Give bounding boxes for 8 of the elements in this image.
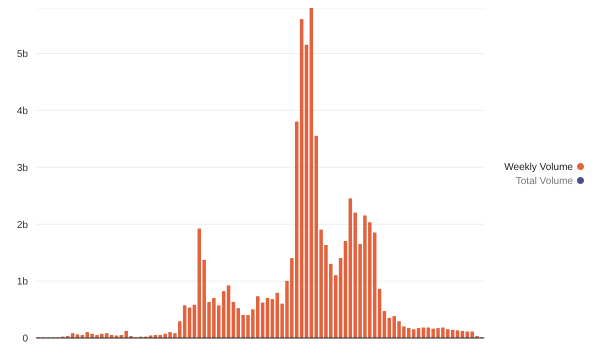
y-tick-label: 2b (16, 220, 28, 231)
legend-label: Weekly Volume (504, 162, 573, 173)
legend-label: Total Volume (516, 176, 573, 187)
y-tick-label: 1b (16, 276, 28, 288)
y-tick-label: 0 (22, 334, 28, 345)
y-tick-label: 3b (16, 162, 28, 174)
y-tick-label: 4b (16, 106, 28, 117)
y-tick-label: 5b (16, 49, 28, 60)
